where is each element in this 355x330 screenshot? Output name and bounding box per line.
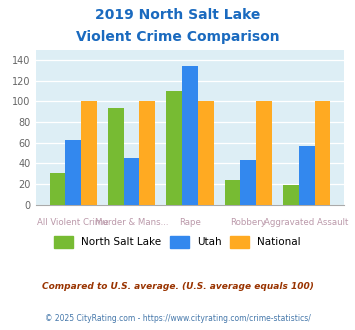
Text: Rape: Rape bbox=[179, 218, 201, 227]
Text: All Violent Crime: All Violent Crime bbox=[37, 218, 109, 227]
Text: Robbery: Robbery bbox=[230, 218, 266, 227]
Bar bbox=[283, 185, 299, 205]
Bar bbox=[81, 101, 97, 205]
Bar bbox=[198, 101, 214, 205]
Text: Violent Crime Comparison: Violent Crime Comparison bbox=[76, 30, 279, 44]
Text: Murder & Mans...: Murder & Mans... bbox=[95, 218, 168, 227]
Bar bbox=[108, 109, 124, 205]
Bar bbox=[182, 66, 198, 205]
Bar bbox=[140, 101, 155, 205]
Text: Aggravated Assault: Aggravated Assault bbox=[264, 218, 349, 227]
Bar bbox=[240, 160, 256, 205]
Bar bbox=[315, 101, 330, 205]
Bar bbox=[256, 101, 272, 205]
Bar bbox=[124, 158, 140, 205]
Legend: North Salt Lake, Utah, National: North Salt Lake, Utah, National bbox=[54, 236, 301, 248]
Bar bbox=[166, 91, 182, 205]
Text: 2019 North Salt Lake: 2019 North Salt Lake bbox=[95, 8, 260, 22]
Bar bbox=[65, 141, 81, 205]
Bar bbox=[299, 146, 315, 205]
Bar bbox=[225, 180, 240, 205]
Text: Compared to U.S. average. (U.S. average equals 100): Compared to U.S. average. (U.S. average … bbox=[42, 282, 313, 291]
Bar bbox=[50, 173, 65, 205]
Text: © 2025 CityRating.com - https://www.cityrating.com/crime-statistics/: © 2025 CityRating.com - https://www.city… bbox=[45, 314, 310, 323]
